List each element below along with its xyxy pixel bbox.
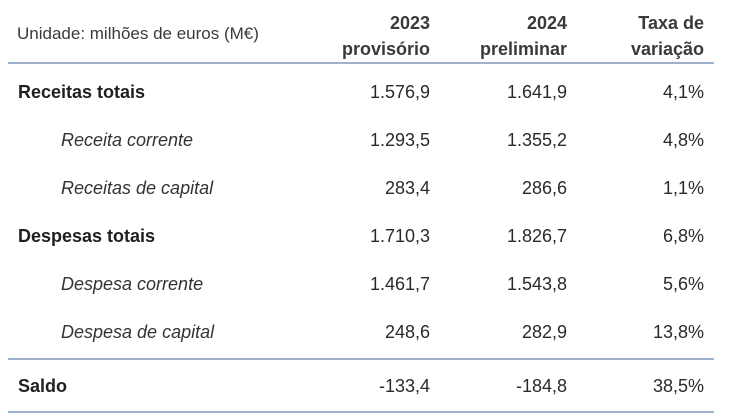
value-rate: 1,1% bbox=[662, 178, 704, 198]
row-label: Saldo bbox=[18, 376, 68, 396]
row-label: Receita corrente bbox=[61, 130, 194, 150]
column-header-2024-status: preliminar bbox=[479, 39, 567, 59]
value-2023: -133,4 bbox=[378, 376, 430, 396]
value-2023: 1.710,3 bbox=[369, 226, 430, 246]
value-2024: 286,6 bbox=[521, 178, 567, 198]
column-header-rate: Taxa de variação bbox=[631, 10, 704, 62]
value-2023: 1.576,9 bbox=[369, 82, 430, 102]
unit-label: Unidade: milhões de euros (M€) bbox=[17, 24, 259, 43]
value-2023: 1.461,7 bbox=[369, 274, 430, 294]
column-header-rate-line1: Taxa de bbox=[638, 13, 704, 33]
value-rate: 5,6% bbox=[662, 274, 704, 294]
table-row-despesa-capital: Despesa de capital 248,6 282,9 13,8% bbox=[8, 307, 714, 355]
column-header-2024-year: 2024 bbox=[526, 13, 567, 33]
row-label: Receitas totais bbox=[18, 82, 146, 102]
value-2023: 1.293,5 bbox=[369, 130, 430, 150]
value-2023: 283,4 bbox=[384, 178, 430, 198]
value-2024: -184,8 bbox=[515, 376, 567, 396]
value-rate: 6,8% bbox=[662, 226, 704, 246]
value-rate: 13,8% bbox=[652, 322, 704, 342]
value-rate: 4,1% bbox=[662, 82, 704, 102]
value-2024: 1.355,2 bbox=[506, 130, 567, 150]
value-rate: 4,8% bbox=[662, 130, 704, 150]
value-2023: 248,6 bbox=[384, 322, 430, 342]
table-header: Unidade: milhões de euros (M€) 2023 prov… bbox=[8, 0, 714, 64]
budget-table: Unidade: milhões de euros (M€) 2023 prov… bbox=[8, 0, 714, 413]
table-row-despesas-totais: Despesas totais 1.710,3 1.826,7 6,8% bbox=[8, 211, 714, 259]
value-2024: 1.826,7 bbox=[506, 226, 567, 246]
row-label: Despesa de capital bbox=[61, 322, 215, 342]
column-header-2024: 2024 preliminar bbox=[480, 10, 567, 62]
table-row-receitas-capital: Receitas de capital 283,4 286,6 1,1% bbox=[8, 163, 714, 211]
value-2024: 1.543,8 bbox=[506, 274, 567, 294]
row-label: Despesas totais bbox=[18, 226, 156, 246]
value-rate: 38,5% bbox=[652, 376, 704, 396]
table-row-saldo: Saldo -133,4 -184,8 38,5% bbox=[8, 358, 714, 413]
value-2024: 282,9 bbox=[521, 322, 567, 342]
column-header-rate-line2: variação bbox=[630, 39, 704, 59]
table-row-receita-corrente: Receita corrente 1.293,5 1.355,2 4,8% bbox=[8, 115, 714, 163]
column-header-2023: 2023 provisório bbox=[342, 10, 430, 62]
value-2024: 1.641,9 bbox=[506, 82, 567, 102]
row-label: Receitas de capital bbox=[61, 178, 214, 198]
table-row-receitas-totais: Receitas totais 1.576,9 1.641,9 4,1% bbox=[8, 67, 714, 115]
column-header-2023-status: provisório bbox=[341, 39, 430, 59]
table-row-despesa-corrente: Despesa corrente 1.461,7 1.543,8 5,6% bbox=[8, 259, 714, 307]
row-label: Despesa corrente bbox=[61, 274, 204, 294]
column-header-2023-year: 2023 bbox=[389, 13, 430, 33]
